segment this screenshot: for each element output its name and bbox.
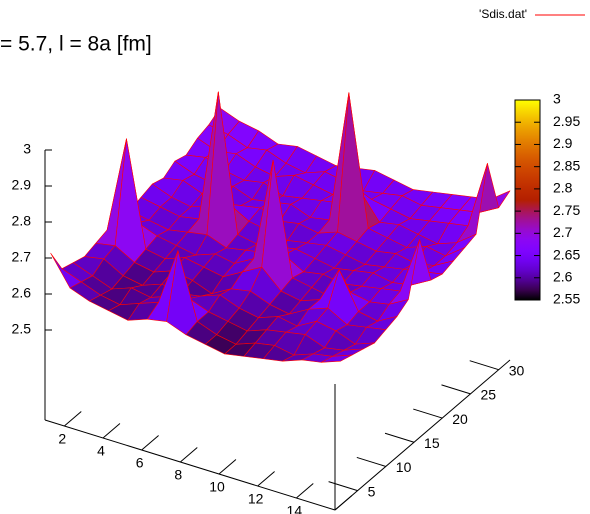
- y-tick-label: 15: [424, 435, 440, 451]
- y-tick-label: 25: [480, 387, 496, 403]
- surface: [50, 91, 511, 363]
- z-tick-label: 2.6: [12, 285, 32, 301]
- colorbar-tick-label: 2.85: [553, 157, 580, 173]
- y-tick-label: 30: [509, 362, 525, 378]
- y-tick: [356, 456, 386, 467]
- surface-cell: [321, 354, 353, 363]
- colorbar-tick-label: 2.6: [553, 268, 573, 284]
- z-tick-label: 3: [23, 141, 31, 157]
- z-tick-label: 2.5: [12, 321, 32, 337]
- x-tick-label: 10: [209, 479, 225, 495]
- z-tick-label: 2.9: [12, 177, 32, 193]
- x-tick-label: 14: [287, 503, 303, 514]
- y-tick: [328, 481, 358, 492]
- z-tick-label: 2.7: [12, 249, 32, 265]
- x-tick-label: 2: [58, 431, 66, 447]
- x-tick: [296, 483, 314, 499]
- x-tick: [102, 423, 121, 439]
- y-tick-label: 10: [396, 459, 412, 475]
- x-tick-label: 12: [248, 491, 264, 507]
- colorbar-tick-label: 2.55: [553, 291, 580, 307]
- x-tick: [334, 495, 353, 511]
- colorbar-tick-label: 2.75: [553, 202, 580, 218]
- chart-title: = 5.7, l = 8a [fm]: [0, 33, 152, 56]
- colorbar-tick-label: 2.9: [553, 135, 573, 151]
- x-tick-label: 4: [97, 443, 105, 459]
- x-tick-label: 8: [174, 467, 182, 483]
- x-tick: [218, 459, 237, 475]
- colorbar-tick-label: 2.95: [553, 113, 580, 129]
- y-tick-label: 20: [452, 411, 468, 427]
- axis-line: [334, 359, 511, 511]
- x-tick: [141, 435, 159, 451]
- colorbar-tick-label: 2.65: [553, 246, 580, 262]
- colorbar: [514, 99, 541, 301]
- axis-line: [44, 419, 336, 511]
- z-tick-label: 2.8: [12, 213, 32, 229]
- y-tick: [384, 432, 415, 443]
- x-tick: [180, 447, 198, 463]
- y-tick: [413, 408, 443, 419]
- colorbar-tick-label: 2.7: [553, 224, 573, 240]
- y-tick: [441, 384, 471, 395]
- colorbar-tick-label: 3: [553, 91, 561, 107]
- legend-label: 'Sdis.dat': [479, 7, 527, 21]
- x-tick-label: 6: [136, 455, 144, 471]
- colorbar-tick-label: 2.8: [553, 180, 573, 196]
- x-tick: [257, 471, 275, 487]
- x-tick: [64, 411, 82, 427]
- y-tick-label: 5: [368, 483, 376, 499]
- y-tick: [469, 360, 499, 371]
